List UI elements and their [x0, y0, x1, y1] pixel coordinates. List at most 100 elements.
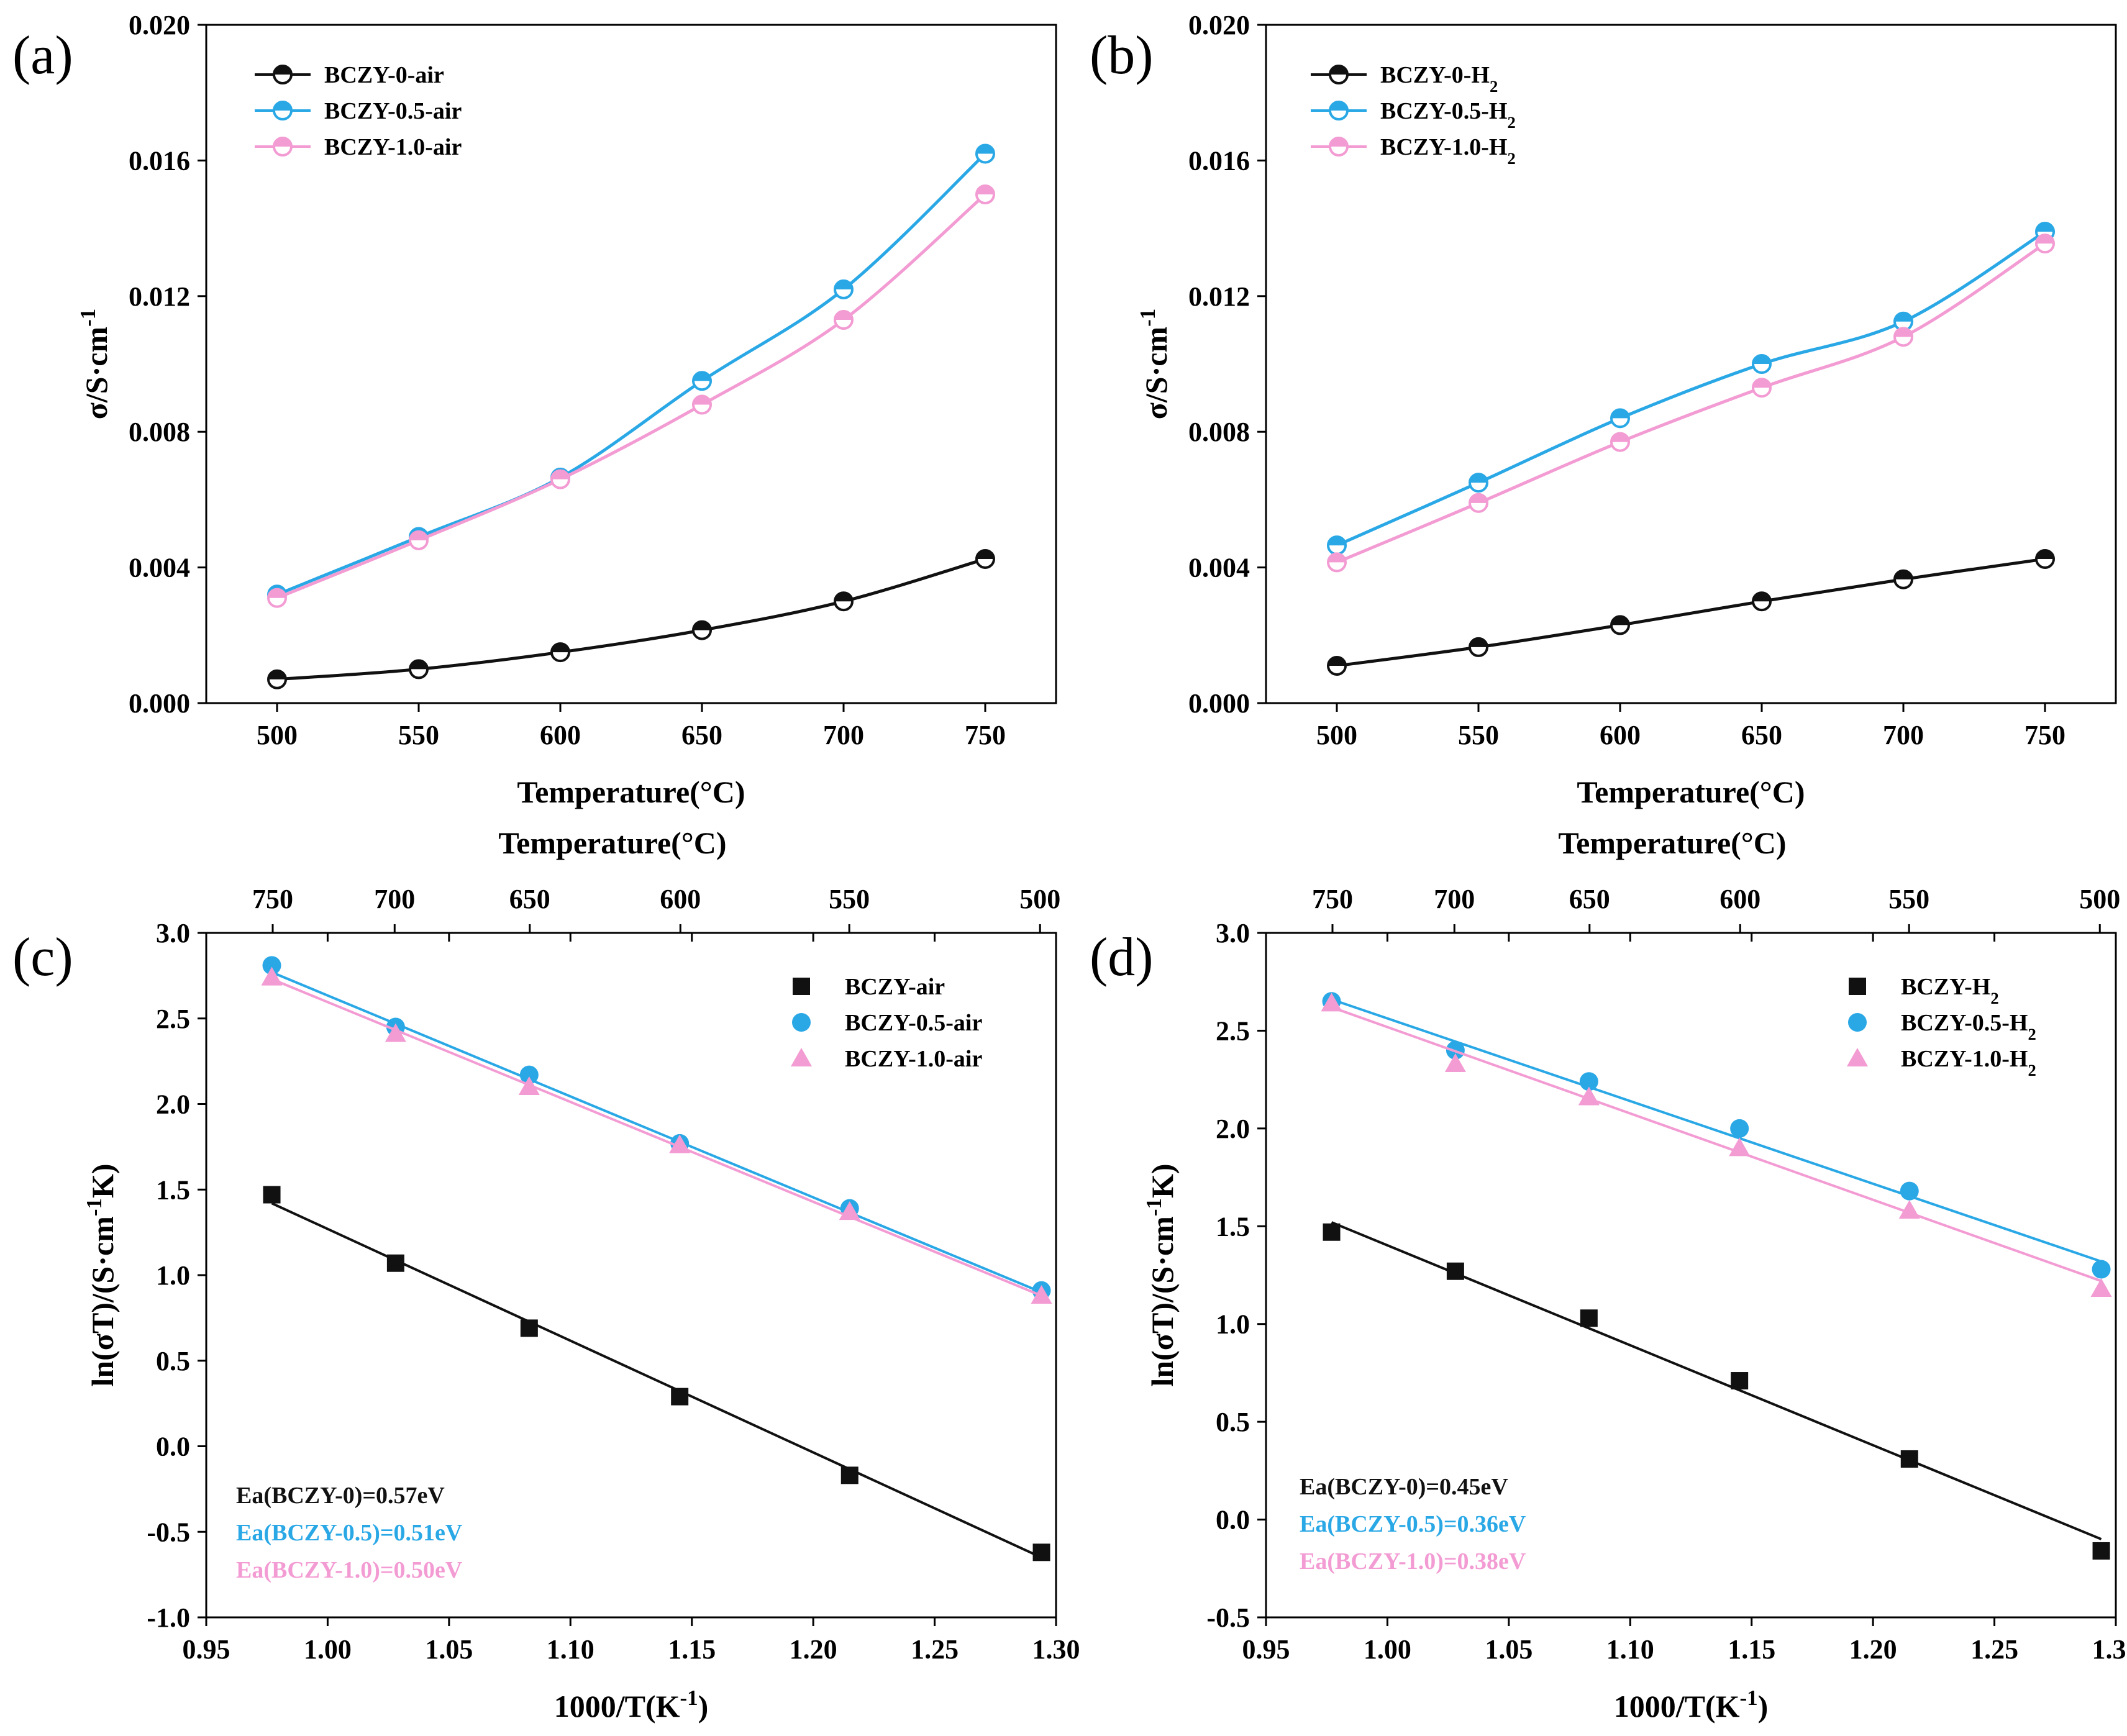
x-tick-label: 550	[1458, 720, 1499, 750]
data-point	[1729, 1137, 1751, 1157]
data-point	[1898, 1200, 1920, 1219]
y-axis-label: σ/S·cm-1	[1136, 309, 1174, 420]
data-point-fill	[2036, 223, 2054, 232]
y-tick-label: 0.012	[129, 281, 190, 312]
series-BCZY-air	[263, 1186, 1050, 1561]
data-point-fill	[1328, 537, 1346, 546]
series-line	[276, 193, 986, 600]
legend-marker-fill	[1330, 138, 1347, 147]
data-point	[1469, 473, 1488, 493]
data-point-fill	[835, 280, 853, 289]
data-point	[1610, 408, 1630, 429]
y-tick-label: -1.0	[147, 1602, 190, 1633]
legend-marker	[1847, 1048, 1868, 1066]
data-point	[834, 591, 854, 612]
data-point-fill	[410, 660, 427, 670]
x-axis-label: 1000/T(K-1)	[554, 1686, 709, 1724]
series-line	[1336, 230, 2046, 547]
panel-label: (c)	[12, 927, 73, 988]
data-point-fill	[410, 531, 427, 540]
y-tick-label: -0.5	[1206, 1602, 1250, 1633]
data-point	[840, 1466, 859, 1484]
series-line	[276, 557, 986, 681]
series-BCZY-1.0-air	[261, 966, 1052, 1304]
top-tick-label: 550	[1888, 884, 1929, 914]
data-point	[692, 620, 712, 640]
data-point	[1327, 535, 1347, 556]
data-point	[669, 1134, 691, 1153]
panel-label: (a)	[12, 25, 73, 86]
x-axis-label: 1000/T(K-1)	[1614, 1686, 1769, 1724]
data-point	[1893, 327, 1913, 347]
data-point-fill	[552, 470, 569, 479]
x-tick-label: 0.95	[1242, 1634, 1290, 1665]
x-tick-label: 600	[540, 720, 581, 750]
y-axis-label: ln(σT)/(S·cm-1K)	[1142, 1163, 1180, 1386]
data-point	[1469, 493, 1488, 513]
data-point	[409, 530, 429, 550]
y-tick-label: 1.0	[1216, 1309, 1250, 1340]
legend-entry: BCZY-0.5-H2	[1901, 1010, 2036, 1043]
data-point	[839, 1201, 860, 1220]
data-point	[1893, 311, 1913, 332]
legend-entry: BCZY-1.0-H2	[1380, 134, 1516, 168]
panel-label: (d)	[1090, 927, 1154, 988]
data-point-fill	[1895, 328, 1912, 337]
legend-marker-fill	[274, 138, 291, 147]
x-tick-label: 1.15	[1728, 1634, 1775, 1665]
series-BCZY-0-H2	[1327, 548, 2055, 676]
fit-line	[1331, 1006, 2102, 1283]
legend: BCZY-0-air BCZY-0.5-air BCZY-1.0-air	[255, 62, 462, 160]
annotation-ea: Ea(BCZY-1.0)=0.50eV	[236, 1557, 463, 1583]
top-tick-label: 600	[1719, 884, 1760, 914]
legend-marker	[273, 137, 293, 157]
x-tick-label: 500	[1316, 720, 1357, 750]
series-BCZY-0.5-H2	[1327, 222, 2055, 556]
y-tick-label: 0.000	[129, 688, 190, 719]
data-point	[1327, 552, 1347, 573]
data-point	[1752, 591, 1772, 612]
data-point-fill	[693, 621, 711, 630]
data-point-fill	[2036, 550, 2054, 559]
data-point	[409, 659, 429, 679]
data-point-fill	[977, 550, 994, 559]
legend-marker	[273, 101, 293, 120]
top-axis-label: Temperature(°C)	[1558, 825, 1786, 860]
y-tick-label: 0.004	[1188, 553, 1250, 583]
data-point	[1578, 1086, 1600, 1106]
data-point-fill	[552, 643, 569, 653]
y-tick-label: 0.004	[129, 553, 190, 583]
data-point-fill	[1753, 593, 1770, 602]
x-tick-label: 700	[1883, 720, 1924, 750]
data-point	[1752, 354, 1772, 374]
series-BCZY-1.0-H2	[1327, 234, 2055, 573]
data-point-fill	[1328, 553, 1346, 563]
x-tick-label: 1.30	[1032, 1634, 1080, 1665]
data-point-fill	[1895, 312, 1912, 322]
x-axis-label: Temperature(°C)	[1577, 775, 1805, 809]
legend-marker-fill	[274, 66, 291, 75]
top-tick-label: 650	[1569, 884, 1610, 914]
data-point	[267, 588, 287, 608]
data-point	[975, 184, 995, 204]
data-point-fill	[977, 145, 994, 154]
data-point	[1610, 432, 1630, 452]
legend-entry: BCZY-0-air	[324, 62, 444, 88]
data-point-fill	[2036, 235, 2054, 244]
data-point	[2035, 234, 2055, 254]
y-tick-label: 2.5	[1216, 1016, 1250, 1046]
series-line	[276, 152, 986, 596]
data-point-fill	[977, 186, 994, 194]
data-point	[1444, 1053, 1466, 1072]
data-point	[267, 669, 287, 689]
y-tick-label: 0.008	[1188, 417, 1250, 447]
data-point	[1579, 1072, 1598, 1091]
top-tick-label: 500	[2079, 884, 2120, 914]
annotation-ea: Ea(BCZY-1.0)=0.38eV	[1300, 1548, 1526, 1575]
x-tick-label: 0.95	[183, 1634, 230, 1665]
data-point-fill	[1753, 355, 1770, 364]
y-tick-label: 0.012	[1188, 281, 1250, 312]
data-point	[550, 642, 570, 663]
series-BCZY-0.5-air	[267, 143, 995, 605]
